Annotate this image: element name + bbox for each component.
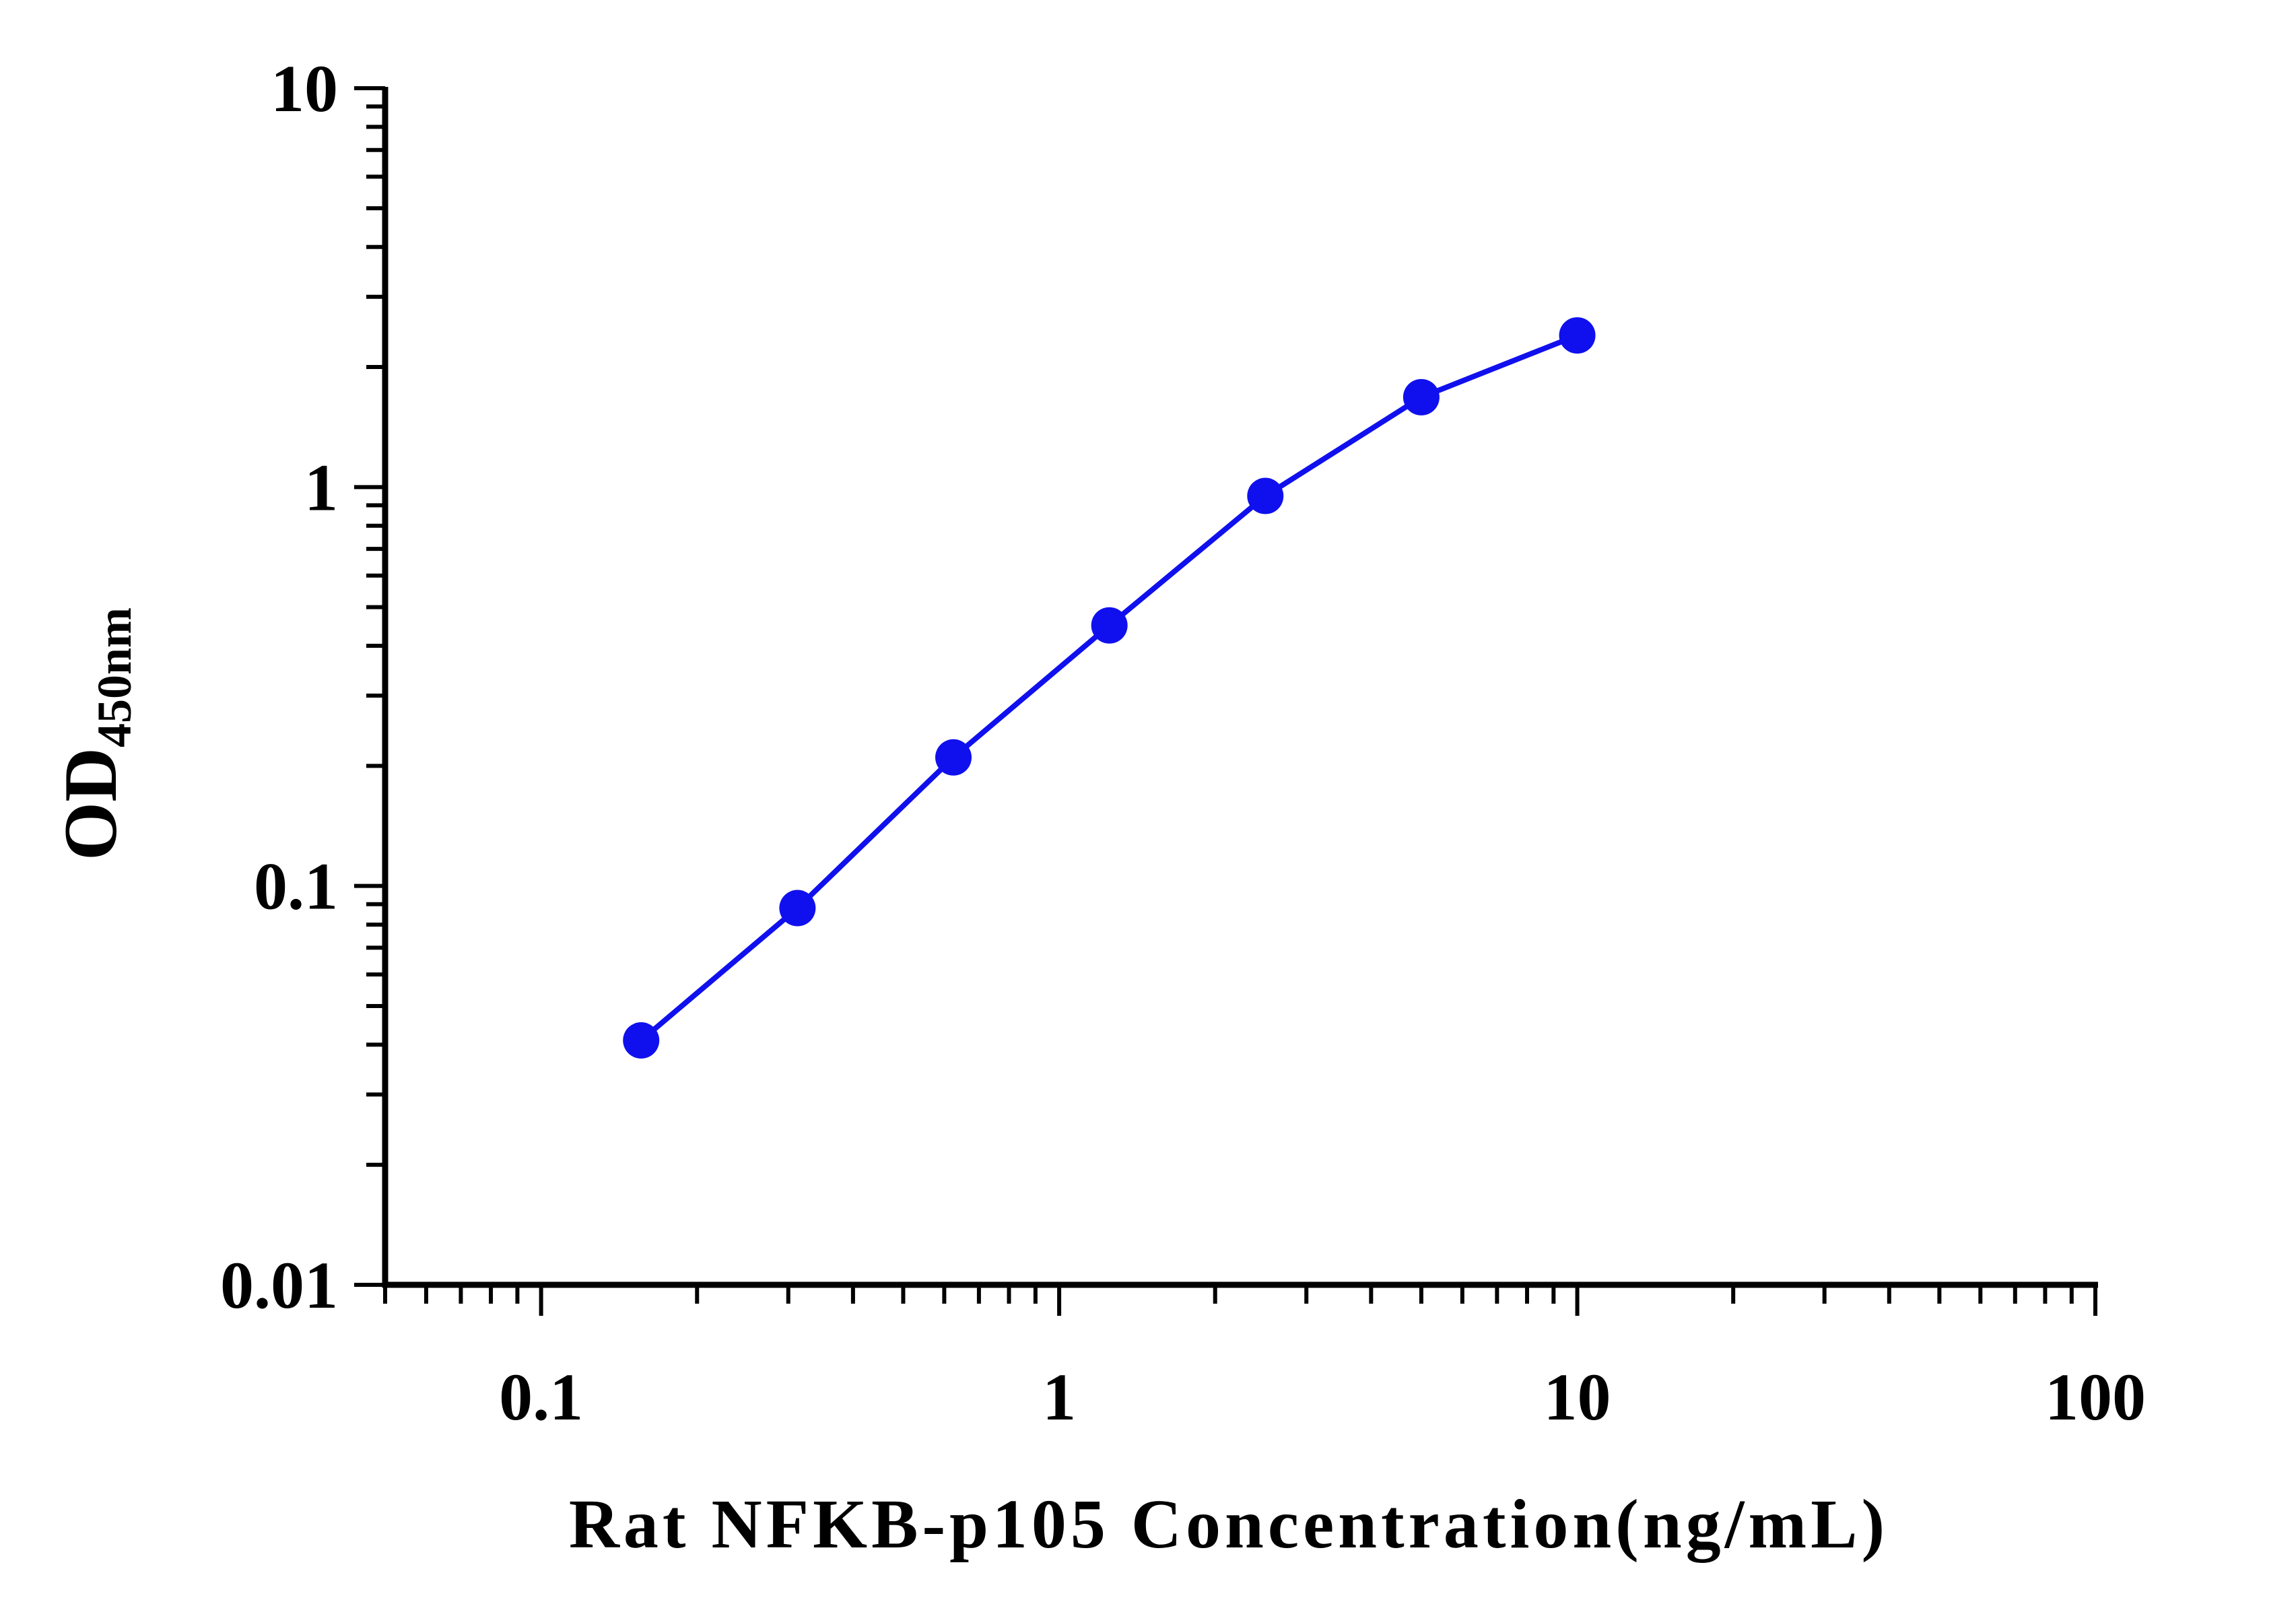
data-point (1559, 317, 1596, 354)
data-series (623, 317, 1596, 1059)
axis-tick-labels: 0.01 0.1 1 10 0.1 1 10 100 (220, 51, 2146, 1434)
x-axis-label: Rat NFKB-p105 Concentration(ng/mL) (569, 1485, 1889, 1563)
y-axis-label-subscript: 450nm (88, 607, 141, 747)
y-axis-label-main: OD (49, 747, 133, 861)
data-point (1247, 477, 1284, 514)
x-tick-label: 10 (1544, 1360, 1611, 1434)
y-tick-label: 0.1 (254, 849, 338, 924)
y-tick-label: 1 (304, 450, 338, 525)
data-point (779, 890, 816, 927)
data-point (1091, 607, 1128, 644)
data-point (1403, 378, 1440, 415)
y-tick-label: 0.01 (220, 1248, 338, 1323)
series-line (639, 333, 1578, 1043)
x-tick-label: 0.1 (499, 1360, 583, 1434)
y-tick-label: 10 (271, 51, 338, 126)
axis-ticks (354, 86, 2097, 1316)
x-tick-label: 100 (2045, 1360, 2146, 1434)
x-tick-label: 1 (1042, 1360, 1076, 1434)
y-axis-label: OD450nm (49, 607, 141, 861)
axes (382, 87, 2098, 1288)
data-point (623, 1022, 660, 1059)
data-point (935, 739, 972, 776)
